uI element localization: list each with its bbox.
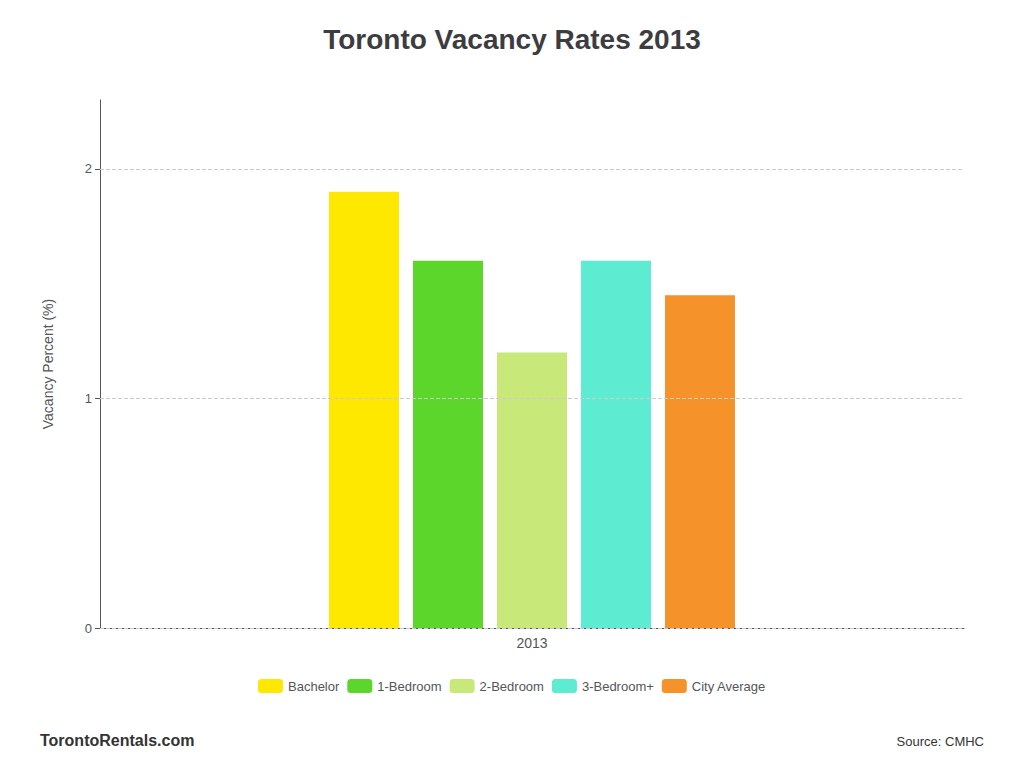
svg-text:Bachelor: Bachelor <box>288 679 340 694</box>
svg-text:2-Bedroom: 2-Bedroom <box>480 679 544 694</box>
svg-text:Vacancy Percent (%): Vacancy Percent (%) <box>40 299 56 429</box>
svg-text:Toronto Vacancy Rates 2013: Toronto Vacancy Rates 2013 <box>323 24 701 55</box>
svg-text:3-Bedroom+: 3-Bedroom+ <box>582 679 654 694</box>
svg-text:Source: CMHC: Source: CMHC <box>897 734 984 749</box>
svg-text:City Average: City Average <box>692 679 765 694</box>
svg-text:TorontoRentals.com: TorontoRentals.com <box>40 732 194 749</box>
svg-text:1: 1 <box>85 391 92 406</box>
svg-text:1-Bedroom: 1-Bedroom <box>377 679 441 694</box>
svg-text:2013: 2013 <box>516 635 547 651</box>
svg-text:0: 0 <box>85 621 92 636</box>
svg-text:2: 2 <box>85 161 92 176</box>
